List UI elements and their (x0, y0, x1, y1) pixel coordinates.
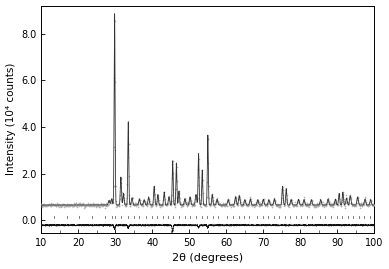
X-axis label: 2θ (degrees): 2θ (degrees) (172, 253, 244, 263)
Y-axis label: Intensity (10⁴ counts): Intensity (10⁴ counts) (5, 63, 16, 175)
